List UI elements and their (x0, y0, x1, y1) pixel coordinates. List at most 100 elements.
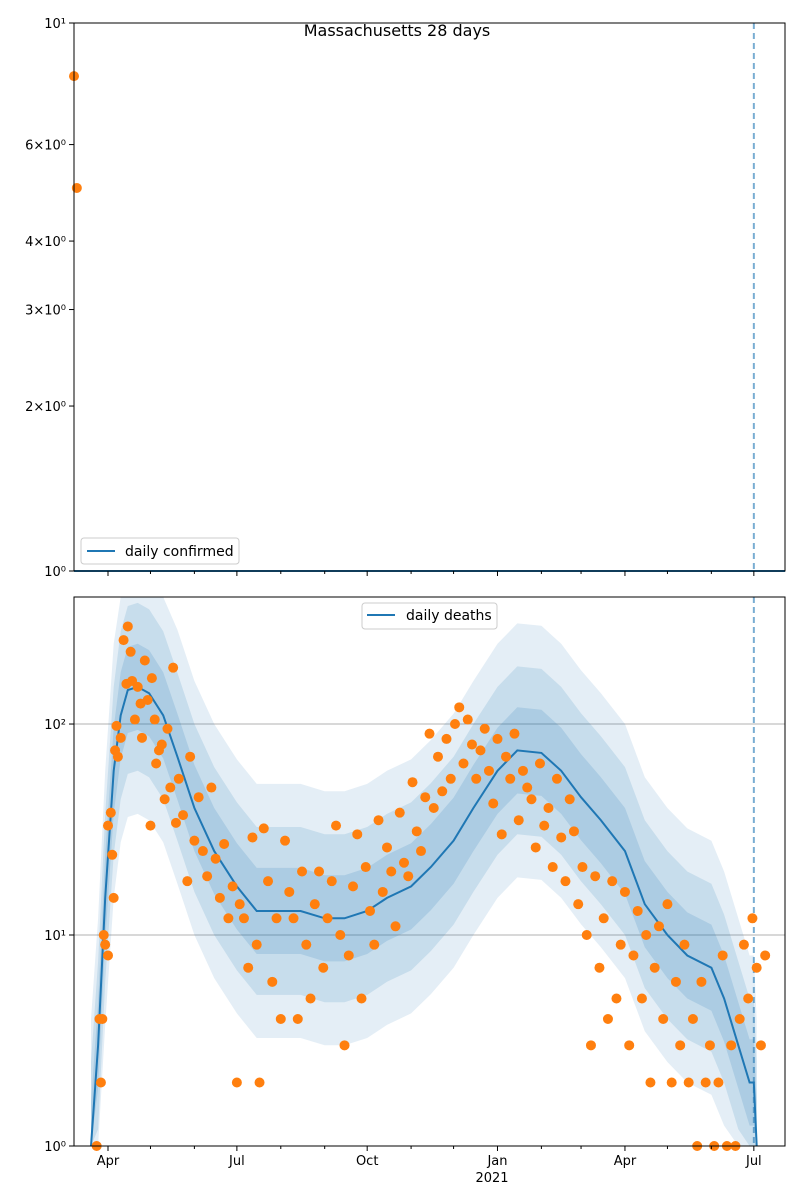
confirmed-plot-area (74, 23, 785, 571)
deaths-data-point (590, 871, 601, 882)
deaths-data-point (159, 794, 170, 805)
deaths-data-point (162, 723, 173, 734)
confirmed-y-tick-label: 10⁰ (44, 565, 66, 580)
deaths-y-tick-label: 10⁰ (44, 1140, 66, 1155)
deaths-data-point (107, 849, 118, 860)
deaths-data-point (202, 871, 213, 882)
deaths-data-point (479, 723, 490, 734)
deaths-data-point (683, 1077, 694, 1088)
confirmed-y-tick-label: 6×10⁰ (25, 139, 66, 154)
deaths-data-point (142, 694, 153, 705)
deaths-data-point (670, 976, 681, 987)
deaths-data-point (500, 751, 511, 762)
deaths-data-point (424, 728, 435, 739)
confirmed-y-tick-label: 10¹ (44, 17, 66, 32)
deaths-data-point (619, 886, 630, 897)
deaths-data-point (594, 962, 605, 973)
deaths-data-point (496, 829, 507, 840)
deaths-data-point (488, 798, 499, 809)
confirmed-data-point (71, 182, 82, 193)
deaths-data-point (492, 733, 503, 744)
deaths-data-point (687, 1013, 698, 1024)
deaths-data-point (197, 846, 208, 857)
confirmed-legend: daily confirmed (80, 537, 240, 565)
deaths-data-point (305, 993, 316, 1004)
deaths-data-point (726, 1040, 737, 1051)
deaths-data-point (573, 899, 584, 910)
deaths-data-point (483, 765, 494, 776)
deaths-data-point (263, 876, 274, 887)
deaths-data-point (734, 1013, 745, 1024)
deaths-data-point (112, 751, 123, 762)
deaths-legend-label: daily deaths (406, 608, 492, 624)
deaths-data-point (145, 820, 156, 831)
deaths-data-point (178, 810, 189, 821)
deaths-data-point (428, 802, 439, 813)
deaths-data-point (219, 839, 230, 850)
deaths-data-point (108, 892, 119, 903)
deaths-data-point (632, 905, 643, 916)
deaths-data-point (517, 765, 528, 776)
deaths-data-point (454, 702, 465, 713)
deaths-data-point (168, 662, 179, 673)
deaths-data-point (449, 719, 460, 730)
deaths-data-point (624, 1040, 635, 1051)
deaths-x-tick-label: Apr (97, 1154, 120, 1169)
deaths-data-point (700, 1077, 711, 1088)
deaths-data-point (399, 857, 410, 868)
deaths-data-point (581, 930, 592, 941)
deaths-data-point (122, 621, 133, 632)
deaths-data-point (411, 826, 422, 837)
deaths-data-point (713, 1077, 724, 1088)
deaths-data-point (146, 673, 157, 684)
deaths-data-point (314, 866, 325, 877)
deaths-data-point (382, 842, 393, 853)
confirmed-panel: Massachusetts 28 days 10⁰ 2×10⁰ 3×10⁰ 4×10⁰… (25, 17, 786, 580)
deaths-data-point (100, 939, 111, 950)
deaths-data-point (530, 842, 541, 853)
deaths-data-point (462, 714, 473, 725)
deaths-data-point (182, 876, 193, 887)
deaths-data-point (760, 950, 771, 961)
deaths-data-point (628, 950, 639, 961)
deaths-data-point (607, 876, 618, 887)
deaths-data-point (238, 913, 249, 924)
deaths-data-point (271, 913, 282, 924)
deaths-data-point (331, 820, 342, 831)
deaths-data-point (206, 782, 217, 793)
deaths-data-point (288, 913, 299, 924)
deaths-data-point (441, 733, 452, 744)
deaths-y-tick-label: 10² (44, 718, 66, 733)
deaths-data-point (173, 773, 184, 784)
deaths-data-point (416, 846, 427, 857)
deaths-data-point (95, 1077, 106, 1088)
deaths-data-point (577, 862, 588, 873)
deaths-data-point (352, 829, 363, 840)
deaths-data-point (102, 950, 113, 961)
deaths-uncertainty-band (91, 643, 757, 1146)
deaths-data-point (658, 1013, 669, 1024)
deaths-x-tick-label: Apr (614, 1154, 637, 1169)
deaths-x-tick-label: Jul (745, 1154, 762, 1169)
deaths-data-point (214, 892, 225, 903)
deaths-data-point (751, 962, 762, 973)
deaths-data-point (373, 815, 384, 826)
deaths-data-point (377, 886, 388, 897)
deaths-data-point (251, 939, 262, 950)
deaths-data-point (284, 886, 295, 897)
deaths-data-point (526, 794, 537, 805)
deaths-data-point (445, 773, 456, 784)
deaths-data-point (185, 751, 196, 762)
deaths-data-point (339, 1040, 350, 1051)
deaths-data-point (292, 1013, 303, 1024)
daily-deaths-line (90, 685, 758, 1147)
deaths-legend-box (361, 602, 498, 630)
deaths-data-point (653, 921, 664, 932)
deaths-data-point (743, 993, 754, 1004)
confirmed-y-tick-label: 4×10⁰ (25, 235, 66, 250)
deaths-data-point (394, 807, 405, 818)
deaths-data-point (280, 835, 291, 846)
chart-title: Massachusetts 28 days (304, 21, 491, 40)
deaths-data-point (254, 1077, 265, 1088)
deaths-data-point (125, 646, 136, 657)
